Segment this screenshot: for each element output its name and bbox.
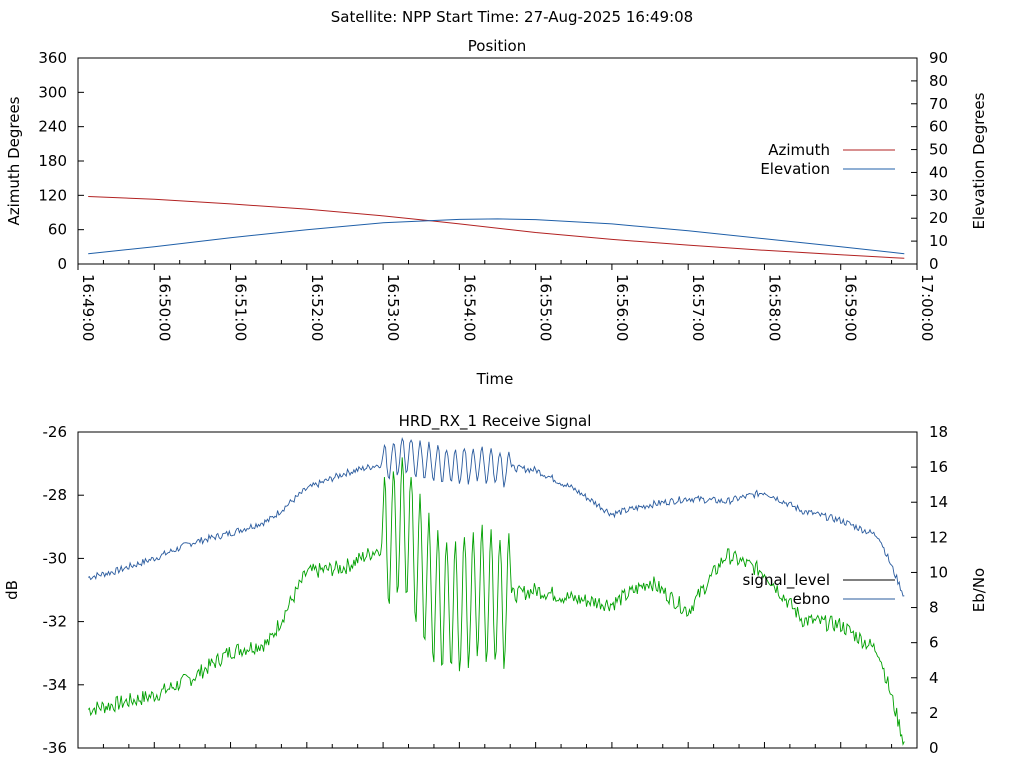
azimuth-tick-label: 180 xyxy=(38,152,67,170)
db-tick-label: -28 xyxy=(43,486,68,504)
db-tick-label: -34 xyxy=(43,676,68,694)
position-chart-title: Position xyxy=(468,37,526,55)
azimuth-tick-label: 300 xyxy=(38,83,67,101)
azimuth-tick-label: 120 xyxy=(38,186,67,204)
ebno-axis-label: Eb/No xyxy=(970,568,988,612)
ebno-tick-label: 0 xyxy=(929,739,939,757)
elevation-tick-label: 90 xyxy=(929,49,948,67)
time-tick-label: 16:54:00 xyxy=(460,274,478,341)
elevation-tick-label: 10 xyxy=(929,232,948,250)
ebno-trace xyxy=(87,437,905,597)
time-tick-label: 16:53:00 xyxy=(384,274,402,341)
time-tick-label: 17:00:00 xyxy=(918,274,936,341)
elevation-tick-label: 30 xyxy=(929,186,948,204)
time-tick-label: 16:55:00 xyxy=(537,274,555,341)
elevation-legend-label: Elevation xyxy=(760,160,830,178)
time-tick-label: 16:57:00 xyxy=(689,274,707,341)
elevation-tick-label: 0 xyxy=(929,255,939,273)
time-tick-label: 16:58:00 xyxy=(765,274,783,341)
position-series xyxy=(88,196,905,259)
azimuth-ticks: 0 60 120 180 240 300 360 xyxy=(38,49,84,273)
elevation-tick-label: 20 xyxy=(929,209,948,227)
elevation-tick-label: 70 xyxy=(929,95,948,113)
receive-signal-chart: HRD_RX_1 Receive Signal dB Eb/No -36-34-… xyxy=(3,412,988,757)
receive-plot-frame xyxy=(77,431,918,749)
time-axis-label: Time xyxy=(476,370,514,388)
time-tick-label: 16:49:00 xyxy=(79,274,97,341)
elevation-line xyxy=(88,218,905,255)
ebno-tick-label: 8 xyxy=(929,599,939,617)
elevation-tick-label: 40 xyxy=(929,163,948,181)
green-trace xyxy=(87,457,905,746)
azimuth-tick-label: 0 xyxy=(57,255,67,273)
db-ticks: -36 -34 -32 -30 -28 -26 xyxy=(43,423,84,757)
ebno-legend-label: ebno xyxy=(793,590,830,608)
ebno-ticks: 0 2 4 6 8 10 12 14 16 18 xyxy=(911,423,948,757)
db-tick-label: -30 xyxy=(43,549,68,567)
time-tick-label: 16:59:00 xyxy=(842,274,860,341)
bottom-time-ticks xyxy=(77,742,918,748)
ebno-tick-label: 10 xyxy=(929,563,948,581)
azimuth-axis-label: Azimuth Degrees xyxy=(5,96,23,225)
figure-title: Satellite: NPP Start Time: 27-Aug-2025 1… xyxy=(331,8,693,26)
time-tick-label: 16:52:00 xyxy=(308,274,326,341)
azimuth-tick-label: 240 xyxy=(38,118,67,136)
ebno-tick-label: 4 xyxy=(929,669,939,687)
azimuth-tick-label: 60 xyxy=(48,221,67,239)
elevation-axis-label: Elevation Degrees xyxy=(970,92,988,229)
db-tick-label: -32 xyxy=(43,613,68,631)
ebno-tick-label: 12 xyxy=(929,528,948,546)
db-axis-label: dB xyxy=(3,580,21,600)
elevation-tick-label: 60 xyxy=(929,118,948,136)
ebno-tick-label: 6 xyxy=(929,634,939,652)
elevation-ticks: 0 10 20 30 40 50 60 70 80 90 xyxy=(911,49,948,273)
azimuth-tick-label: 360 xyxy=(38,49,67,67)
azimuth-legend-label: Azimuth xyxy=(768,141,830,159)
time-tick-label: 16:50:00 xyxy=(155,274,173,341)
receive-signal-series xyxy=(87,437,905,746)
ebno-tick-label: 2 xyxy=(929,704,939,722)
time-ticks: 16:49:00 16:50:00 16:51:00 16:52:00 16:53:00… xyxy=(77,260,936,341)
db-tick-label: -36 xyxy=(43,739,68,757)
azimuth-line xyxy=(88,196,905,259)
ebno-tick-label: 16 xyxy=(929,458,948,476)
elevation-tick-label: 50 xyxy=(929,141,948,159)
ebno-tick-label: 14 xyxy=(929,493,948,511)
position-chart: Position Azimuth Degrees Elevation Degre… xyxy=(5,37,988,388)
time-tick-label: 16:56:00 xyxy=(613,274,631,341)
elevation-tick-label: 80 xyxy=(929,72,948,90)
time-tick-label: 16:51:00 xyxy=(232,274,250,341)
signal-level-legend-label: signal_level xyxy=(742,571,830,590)
db-tick-label: -26 xyxy=(43,423,68,441)
ebno-tick-label: 18 xyxy=(929,423,948,441)
receive-signal-title: HRD_RX_1 Receive Signal xyxy=(399,412,592,431)
